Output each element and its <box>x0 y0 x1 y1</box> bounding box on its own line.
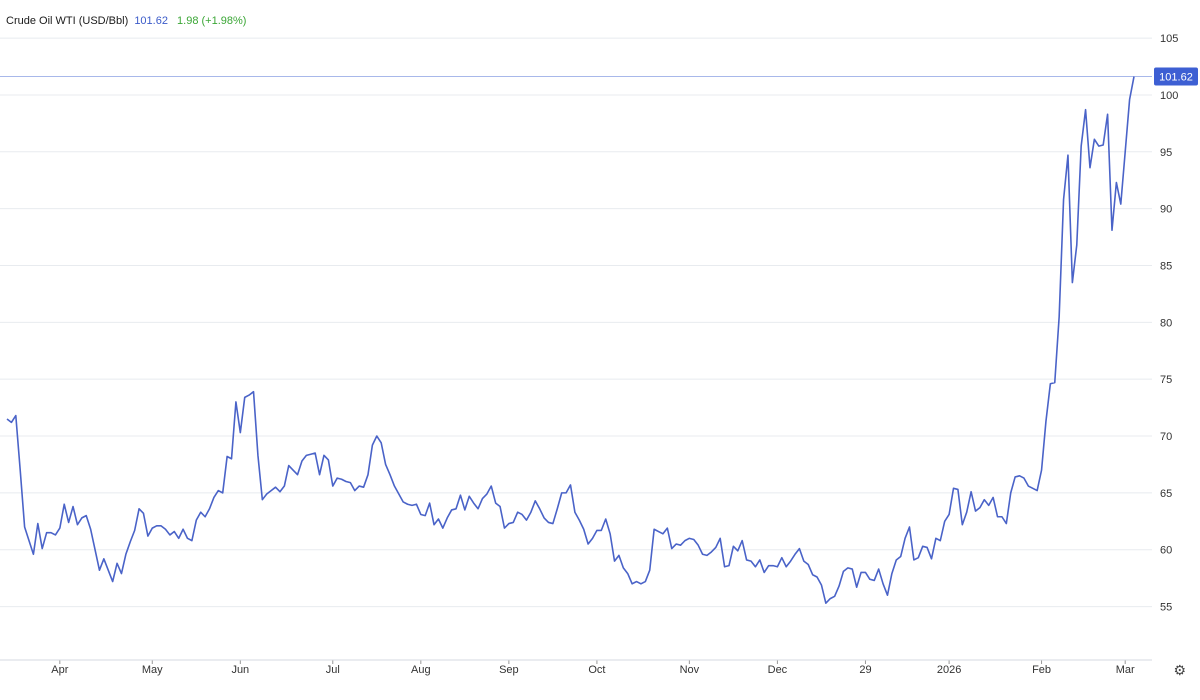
y-tick-label: 70 <box>1160 431 1172 443</box>
y-tick-label: 90 <box>1160 204 1172 216</box>
grid-lines <box>0 38 1152 606</box>
x-tick-label: Aug <box>411 664 431 676</box>
x-tick-label: Nov <box>680 664 700 676</box>
y-tick-label: 100 <box>1160 90 1178 102</box>
y-tick-label: 65 <box>1160 488 1172 500</box>
x-tick-label: Feb <box>1032 664 1051 676</box>
y-tick-label: 80 <box>1160 317 1172 329</box>
x-tick-label: Jun <box>231 664 249 676</box>
x-tick-label: 29 <box>859 664 871 676</box>
y-tick-label: 105 <box>1160 33 1178 45</box>
y-tick-label: 60 <box>1160 545 1172 557</box>
x-tick-label: 2026 <box>937 664 961 676</box>
chart-legend: Crude Oil WTI (USD/Bbl) 101.62 1.98 (+1.… <box>6 15 246 27</box>
legend-last-value: 101.62 <box>134 15 168 27</box>
current-price-tag-label: 101.62 <box>1159 72 1193 84</box>
x-axis: Apr May Jun Jul Aug Sep Oct Nov Dec 29 2026 Feb Mar <box>0 660 1152 676</box>
y-tick-label: 95 <box>1160 147 1172 159</box>
x-tick-label: Mar <box>1116 664 1135 676</box>
y-tick-label: 55 <box>1160 602 1172 614</box>
series-layer <box>7 77 1134 604</box>
x-tick-label: Oct <box>588 664 605 676</box>
legend-series-name: Crude Oil WTI (USD/Bbl) <box>6 15 128 27</box>
legend-change: 1.98 (+1.98%) <box>177 15 246 27</box>
y-tick-label: 75 <box>1160 374 1172 386</box>
y-axis: 55 60 65 70 75 80 85 90 95 100 105 <box>1160 33 1178 613</box>
x-tick-label: Jul <box>326 664 340 676</box>
series-line <box>7 77 1134 604</box>
gear-icon[interactable]: ⚙ <box>1173 662 1186 679</box>
current-price-tag: 101.62 <box>1154 68 1198 86</box>
x-tick-label: Sep <box>499 664 519 676</box>
y-tick-label: 85 <box>1160 260 1172 272</box>
x-tick-label: May <box>142 664 163 676</box>
x-tick-label: Apr <box>51 664 68 676</box>
x-tick-label: Dec <box>768 664 788 676</box>
